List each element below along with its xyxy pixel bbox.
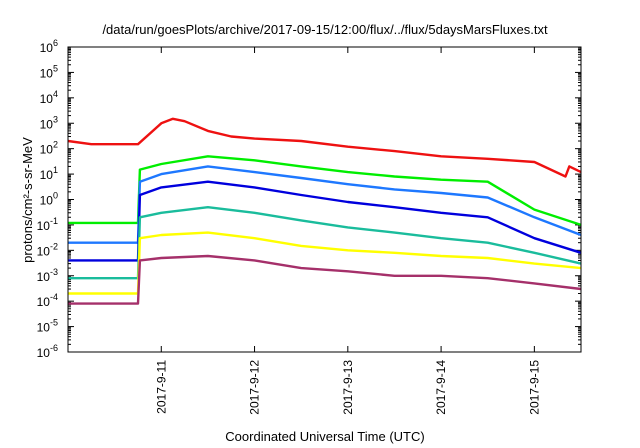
y-tick-base: 10 <box>37 270 51 284</box>
axis-ticks: 10-610-510-410-310-210-11001011021031041… <box>37 38 581 415</box>
y-tick-base: 10 <box>40 92 54 106</box>
y-tick-label: 100 <box>40 191 58 208</box>
y-tick-label: 104 <box>40 89 58 106</box>
y-tick-exponent: 4 <box>53 89 58 99</box>
y-tick-label: 106 <box>40 38 58 55</box>
y-tick-base: 10 <box>37 219 51 233</box>
y-tick-label: 10-1 <box>37 216 58 233</box>
y-tick-label: 10-5 <box>37 318 58 335</box>
x-tick-label: 2017-9-12 <box>248 360 262 415</box>
y-tick-base: 10 <box>40 66 54 80</box>
y-tick-base: 10 <box>40 143 54 157</box>
series-layer <box>67 117 582 305</box>
y-tick-label: 102 <box>40 140 58 157</box>
y-tick-exponent: -3 <box>50 267 58 277</box>
y-tick-exponent: 6 <box>53 38 58 48</box>
y-tick-exponent: 2 <box>53 140 58 150</box>
y-tick-base: 10 <box>37 295 51 309</box>
y-tick-label: 105 <box>40 63 58 80</box>
y-tick-base: 10 <box>40 168 54 182</box>
y-tick-exponent: -5 <box>50 318 58 328</box>
y-tick-label: 10-3 <box>37 267 58 284</box>
y-tick-base: 10 <box>40 117 54 131</box>
series-line-1 <box>67 117 582 178</box>
x-tick-label: 2017-9-14 <box>434 360 448 415</box>
y-tick-exponent: -1 <box>50 216 58 226</box>
y-tick-exponent: -4 <box>50 292 58 302</box>
y-tick-label: 10-6 <box>37 343 58 360</box>
y-tick-exponent: 3 <box>53 114 58 124</box>
series-line-2 <box>68 155 582 227</box>
y-tick-base: 10 <box>40 194 54 208</box>
series-line-3 <box>68 165 582 244</box>
y-tick-base: 10 <box>37 346 51 360</box>
y-tick-exponent: -6 <box>50 343 58 353</box>
series-line-6 <box>68 231 582 295</box>
y-tick-exponent: -2 <box>50 241 58 251</box>
y-tick-label: 10-4 <box>37 292 58 309</box>
series-line-4 <box>68 180 582 262</box>
chart-title: /data/run/goesPlots/archive/2017-09-15/1… <box>102 22 548 37</box>
y-tick-exponent: 5 <box>53 63 58 73</box>
x-axis-label: Coordinated Universal Time (UTC) <box>225 429 424 444</box>
x-tick-label: 2017-9-13 <box>341 360 355 415</box>
y-tick-label: 101 <box>40 165 58 182</box>
x-tick-label: 2017-9-15 <box>527 360 541 415</box>
y-tick-base: 10 <box>37 244 51 258</box>
series-line-7 <box>68 254 582 305</box>
y-tick-label: 103 <box>40 114 58 131</box>
x-tick-label: 2017-9-11 <box>154 360 168 414</box>
y-tick-label: 10-2 <box>37 241 58 258</box>
series-line-5 <box>68 206 582 280</box>
y-tick-base: 10 <box>37 321 51 335</box>
y-tick-base: 10 <box>40 41 54 55</box>
y-tick-exponent: 1 <box>53 165 58 175</box>
plot-frame <box>67 46 582 353</box>
y-axis-label: protons/cm²-s-sr-MeV <box>20 137 35 263</box>
y-tick-exponent: 0 <box>53 191 58 201</box>
